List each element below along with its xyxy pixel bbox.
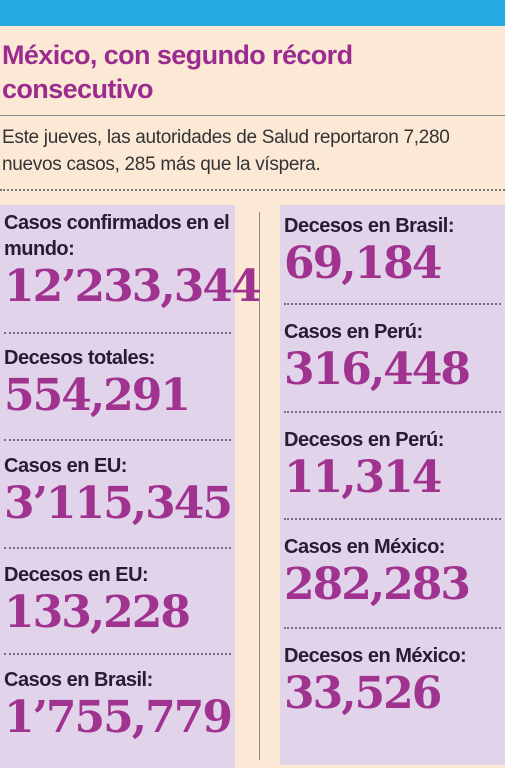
stat-separator xyxy=(284,627,501,629)
stat-brazil-deaths: Decesos en Brasil: 69,184 xyxy=(284,213,501,289)
stat-label: Casos confirmados en el mundo: xyxy=(4,212,230,260)
stat-label: Casos en Brasil: xyxy=(4,669,153,691)
headline-rule xyxy=(0,115,505,116)
stat-value: 554,291 xyxy=(4,370,191,421)
column-divider xyxy=(259,212,260,760)
stat-world-cases: Casos confirmados en el mundo: 12’233,34… xyxy=(4,210,262,312)
lede-dotted-rule xyxy=(0,189,505,191)
stat-separator xyxy=(4,439,231,441)
stat-mexico-cases: Casos en México: 282,283 xyxy=(284,534,501,610)
stat-separator xyxy=(4,547,231,549)
stat-separator xyxy=(4,653,231,655)
stats-column-left: Casos confirmados en el mundo: 12’233,34… xyxy=(0,205,262,768)
headline: México, con segundo récord consecutivo xyxy=(2,40,353,104)
stat-peru-cases: Casos en Perú: 316,448 xyxy=(284,319,501,395)
stat-label: Decesos totales: xyxy=(4,347,155,369)
stat-us-deaths: Decesos en EU: 133,228 xyxy=(4,562,231,638)
stat-value: 12’233,344 xyxy=(4,261,262,312)
stat-label: Decesos en Brasil: xyxy=(284,215,454,237)
stat-label: Casos en EU: xyxy=(4,455,127,477)
stat-value: 282,283 xyxy=(284,559,471,610)
stat-separator xyxy=(4,332,231,334)
stat-separator xyxy=(284,411,501,413)
stat-value: 11,314 xyxy=(284,452,442,503)
stat-label: Decesos en México: xyxy=(284,645,467,667)
stats-column-right: Decesos en Brasil: 69,184 Casos en Perú:… xyxy=(280,205,505,765)
stat-separator xyxy=(284,303,501,305)
stat-value: 1’755,779 xyxy=(4,692,233,743)
stat-label: Decesos en Perú: xyxy=(284,429,444,451)
stat-brazil-cases: Casos en Brasil: 1’755,779 xyxy=(4,667,233,743)
lede-text: Este jueves, las autoridades de Salud re… xyxy=(2,127,450,175)
stat-value: 3’115,345 xyxy=(4,478,233,529)
stat-us-cases: Casos en EU: 3’115,345 xyxy=(4,453,233,529)
stat-mexico-deaths: Decesos en México: 33,526 xyxy=(284,643,501,719)
stat-label: Casos en México: xyxy=(284,536,445,558)
stat-separator xyxy=(284,518,501,520)
stat-value: 133,228 xyxy=(4,587,191,638)
stat-value: 316,448 xyxy=(284,344,471,395)
stat-label: Decesos en EU: xyxy=(4,564,149,586)
top-color-bar xyxy=(0,0,505,26)
stat-total-deaths: Decesos totales: 554,291 xyxy=(4,345,231,421)
stat-value: 69,184 xyxy=(284,238,442,289)
stat-label: Casos en Perú: xyxy=(284,321,423,343)
stat-peru-deaths: Decesos en Perú: 11,314 xyxy=(284,427,501,503)
stat-value: 33,526 xyxy=(284,668,442,719)
